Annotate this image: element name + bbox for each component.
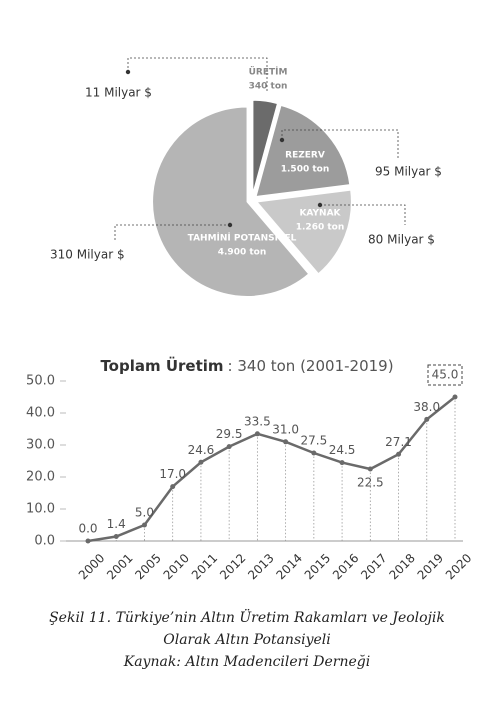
y-tick-label: 0.0: [34, 534, 55, 549]
leader-dot: [227, 222, 233, 228]
annotation: 95 Milyar $: [375, 165, 442, 179]
x-tick-label: 2001: [104, 551, 135, 582]
point: [283, 439, 289, 445]
point: [85, 538, 91, 544]
line: [87, 396, 456, 543]
point: [452, 394, 458, 400]
x-tick-label: 2010: [161, 551, 192, 582]
title-bold: Toplam Üretim: [100, 356, 223, 375]
slice-label: REZERV: [285, 151, 325, 161]
point: [170, 484, 176, 490]
value-label: 27.1: [385, 435, 412, 449]
chart-title: Toplam Üretim : 340 ton (2001-2019): [100, 356, 393, 375]
point: [339, 460, 345, 466]
caption-line: Olarak Altın Potansiyeli: [163, 632, 331, 648]
leader-dot: [317, 202, 323, 208]
value-label: 0.0: [78, 522, 97, 536]
pie-slice: [251, 99, 279, 196]
x-tick-label: 2014: [274, 551, 305, 582]
point: [424, 416, 430, 422]
value-label: 24.6: [188, 443, 215, 457]
x-tick-label: 2018: [386, 551, 417, 582]
y-tick-label: 30.0: [26, 438, 55, 453]
x-tick-label: 2012: [217, 551, 248, 582]
y-tick-label: 20.0: [26, 470, 55, 485]
value-label: 27.5: [300, 434, 327, 448]
x-tick-label: 2019: [415, 551, 446, 582]
x-tick-label: 2020: [443, 551, 474, 582]
x-tick-label: 2000: [76, 551, 107, 582]
value-label: 45.0: [432, 368, 459, 382]
slice-label: ÜRETİM: [249, 67, 288, 78]
point: [113, 534, 119, 540]
point: [226, 444, 232, 450]
caption-line: Şekil 11. Türkiye’nin Altın Üretim Rakam…: [49, 608, 445, 626]
title-rest: : 340 ton (2001-2019): [228, 357, 394, 375]
value-label: 38.0: [413, 400, 440, 414]
point: [254, 431, 260, 437]
point: [367, 466, 373, 472]
slice-value-label: 1.260 ton: [296, 223, 345, 233]
pie-slice: [151, 105, 311, 298]
x-tick-label: 2017: [358, 551, 389, 582]
slice-value-label: 1.500 ton: [281, 165, 330, 175]
leader-dot: [125, 69, 131, 75]
x-tick-label: 2016: [330, 551, 361, 582]
annotation: 80 Milyar $: [368, 233, 435, 247]
annotation: 310 Milyar $: [50, 248, 125, 262]
y-tick-label: 40.0: [26, 406, 55, 421]
y-tick-label: 10.0: [26, 502, 55, 517]
x-tick-label: 2013: [245, 551, 276, 582]
point: [396, 451, 402, 457]
value-label: 29.5: [216, 427, 243, 441]
leader-line: [127, 57, 268, 92]
leader-line: [320, 204, 406, 225]
x-tick-label: 2005: [132, 551, 163, 582]
value-label: 17.0: [159, 467, 186, 481]
point: [141, 522, 147, 528]
slice-value-label: 340 ton: [249, 82, 288, 92]
leader-line: [281, 129, 399, 158]
annotation: 11 Milyar $: [85, 86, 152, 100]
pie-slice: [254, 104, 351, 198]
value-label: 22.5: [357, 476, 384, 490]
slice-label: KAYNAK: [299, 209, 341, 219]
point: [311, 450, 317, 456]
value-label: 31.0: [272, 422, 299, 436]
x-tick-label: 2015: [302, 551, 333, 582]
x-tick-label: 2011: [189, 551, 220, 582]
point: [198, 459, 204, 465]
value-label: 1.4: [107, 517, 126, 531]
slice-label: TAHMİNİ POTANSİYEL: [188, 233, 297, 244]
slice-value-label: 4.900 ton: [218, 248, 267, 258]
value-label: 24.5: [329, 443, 356, 457]
leader-line: [114, 224, 230, 240]
value-label: 33.5: [244, 414, 271, 428]
value-label: 5.0: [135, 506, 154, 520]
caption-line: Kaynak: Altın Madencileri Derneği: [123, 654, 370, 670]
y-tick-label: 50.0: [26, 374, 55, 389]
highlight-box: [427, 364, 463, 386]
leader-dot: [279, 137, 285, 143]
pie-slice: [255, 189, 353, 276]
